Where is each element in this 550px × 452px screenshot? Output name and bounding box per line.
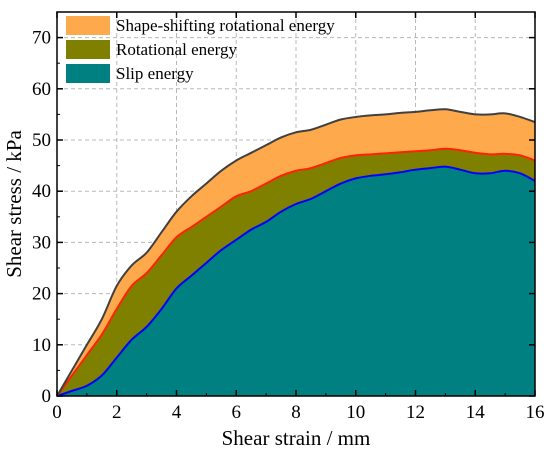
line-series-1: [56, 147, 536, 397]
x-tick-label: 2: [112, 402, 122, 423]
x-tick-label: 10: [346, 402, 365, 423]
legend: Shape-shifting rotational energy Rotation…: [66, 16, 335, 83]
stacked-areas: [57, 109, 535, 396]
legend-label-1: Rotational energy: [116, 40, 238, 59]
tick-labels: 0 2 4 6 8 10 12 14 16 0 10 20 30 40 50 60 70: [32, 28, 545, 423]
line-series-0: [56, 108, 536, 397]
y-tick-label: 30: [32, 232, 51, 253]
axes: [56, 11, 536, 397]
legend-swatch-0: [66, 16, 110, 35]
y-tick-label: 40: [32, 181, 51, 202]
x-tick-label: 0: [52, 402, 62, 423]
x-tick-label: 8: [291, 402, 301, 423]
x-tick-label: 6: [232, 402, 242, 423]
y-tick-label: 60: [32, 79, 51, 100]
legend-label-0: Shape-shifting rotational energy: [116, 16, 335, 35]
area-series-2: [57, 166, 535, 396]
legend-label-2: Slip energy: [116, 64, 194, 83]
y-tick-label: 50: [32, 130, 51, 151]
y-axis-label: Shear stress / kPa: [2, 130, 26, 278]
series-lines: [56, 108, 536, 397]
legend-swatch-1: [66, 40, 110, 59]
y-tick-label: 10: [32, 335, 51, 356]
x-axis-label: Shear strain / mm: [222, 426, 371, 450]
y-tick-label: 0: [42, 386, 52, 407]
y-tick-label: 20: [32, 284, 51, 305]
y-tick-label: 70: [32, 28, 51, 49]
line-series-2: [56, 165, 536, 397]
x-tick-label: 16: [526, 402, 545, 423]
x-tick-label: 14: [466, 402, 486, 423]
x-tick-label: 12: [406, 402, 425, 423]
x-tick-label: 4: [172, 402, 182, 423]
legend-swatch-2: [66, 64, 110, 83]
